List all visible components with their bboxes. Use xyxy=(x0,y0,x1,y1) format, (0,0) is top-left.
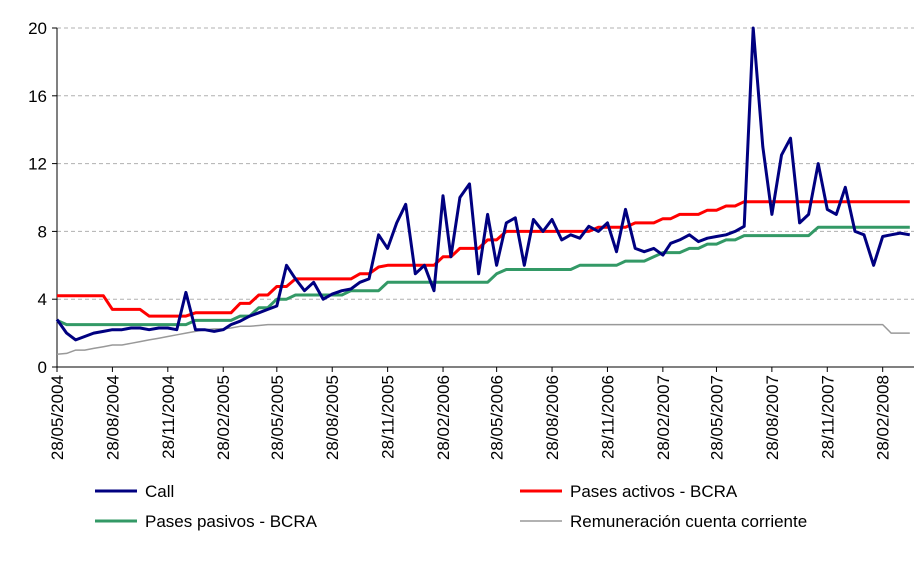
x-tick-label: 28/02/2008 xyxy=(874,375,893,460)
x-tick-label: 28/05/2005 xyxy=(268,375,287,460)
series-line xyxy=(56,323,910,356)
y-tick-label: 8 xyxy=(38,222,47,241)
y-tick-label: 4 xyxy=(38,290,47,309)
x-tick-label: 28/02/2007 xyxy=(654,375,673,460)
x-tick-label: 28/08/2006 xyxy=(543,375,562,460)
series-line xyxy=(56,225,910,327)
legend-label: Remuneración cuenta corriente xyxy=(570,512,807,531)
x-tick-label: 28/05/2006 xyxy=(488,375,507,460)
legend-label: Call xyxy=(145,482,174,501)
x-tick-label: 28/11/2005 xyxy=(379,375,398,459)
x-tick-label: 28/11/2007 xyxy=(818,375,837,459)
x-tick-label: 28/02/2006 xyxy=(434,375,453,460)
x-tick-label: 28/08/2005 xyxy=(323,375,342,460)
x-tick-label: 28/08/2007 xyxy=(763,375,782,460)
y-tick-label: 0 xyxy=(38,358,47,377)
x-tick-label: 28/05/2004 xyxy=(48,375,67,460)
x-tick-label: 28/11/2004 xyxy=(159,375,178,459)
series-line xyxy=(55,26,911,342)
x-tick-label: 28/02/2005 xyxy=(214,375,233,460)
y-tick-label: 12 xyxy=(28,155,47,174)
x-tick-label: 28/08/2004 xyxy=(103,375,122,460)
legend-label: Pases pasivos - BCRA xyxy=(145,512,318,531)
x-tick-label: 28/11/2006 xyxy=(598,375,617,459)
x-tick-label: 28/05/2007 xyxy=(707,375,726,460)
legend-label: Pases activos - BCRA xyxy=(570,482,738,501)
y-tick-label: 16 xyxy=(28,87,47,106)
y-tick-label: 20 xyxy=(28,19,47,38)
